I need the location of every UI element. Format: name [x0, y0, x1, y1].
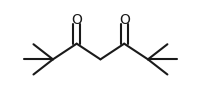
Text: O: O [119, 13, 130, 27]
Text: O: O [71, 13, 82, 27]
